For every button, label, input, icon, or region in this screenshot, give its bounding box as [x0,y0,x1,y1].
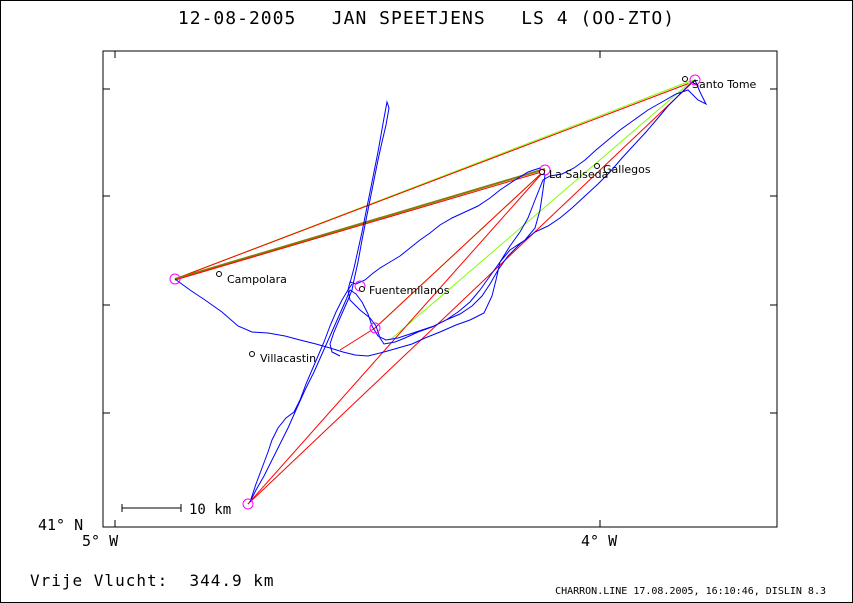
y-axis-bottom-label: 41° N [38,516,84,534]
task-leg-red-5 [247,169,546,505]
place-marker-villacastin [249,351,255,357]
map-title: 12-08-2005 JAN SPEETJENS LS 4 (OO-ZTO) [177,8,676,29]
place-label-fuentemilanos: Fuentemilanos [369,284,450,297]
plot-border [102,50,778,528]
turnpoint-midway [369,322,381,334]
scale-bar [121,504,182,512]
place-marker-la-salseda [539,169,545,175]
x-axis-right-label: 4° W [581,532,618,550]
scale-bar-label: 10 km [189,502,231,518]
place-marker-campolara [216,271,222,277]
place-marker-fuentemilanos [359,286,365,292]
place-marker-santo-tome [682,76,688,82]
task-leg-red-2 [174,170,546,281]
task-leg-red-4 [247,79,696,505]
place-label-santo-tome: Santo Tome [692,78,757,91]
place-markers [216,76,688,357]
place-label-la-salseda: La Salseda [549,168,608,181]
turnpoint-start [242,498,254,510]
task-leg-olive-1 [174,168,546,280]
flight-track [174,79,708,503]
x-axis-left-label: 5° W [82,532,119,550]
distance-summary: Vrije Vlucht: 344.9 km [30,571,275,590]
credit-line: CHARRON.LINE 17.08.2005, 16:10:46, DISLI… [555,586,826,597]
task-leg-red-1 [174,80,696,280]
place-label-gallegos: Gallegos [603,163,651,176]
place-label-villacastin: Villacastin [260,352,316,365]
task-leg-red-3 [374,169,546,329]
place-label-campolara: Campolara [227,273,287,286]
task-leg-green-3 [389,79,694,341]
turnpoint-santo-tome [689,74,701,86]
axis-ticks [103,51,777,527]
task-leg-red-6 [339,327,376,351]
task-legs [174,79,696,505]
turnpoint-campolara-area [169,273,181,285]
place-marker-gallegos [594,163,600,169]
